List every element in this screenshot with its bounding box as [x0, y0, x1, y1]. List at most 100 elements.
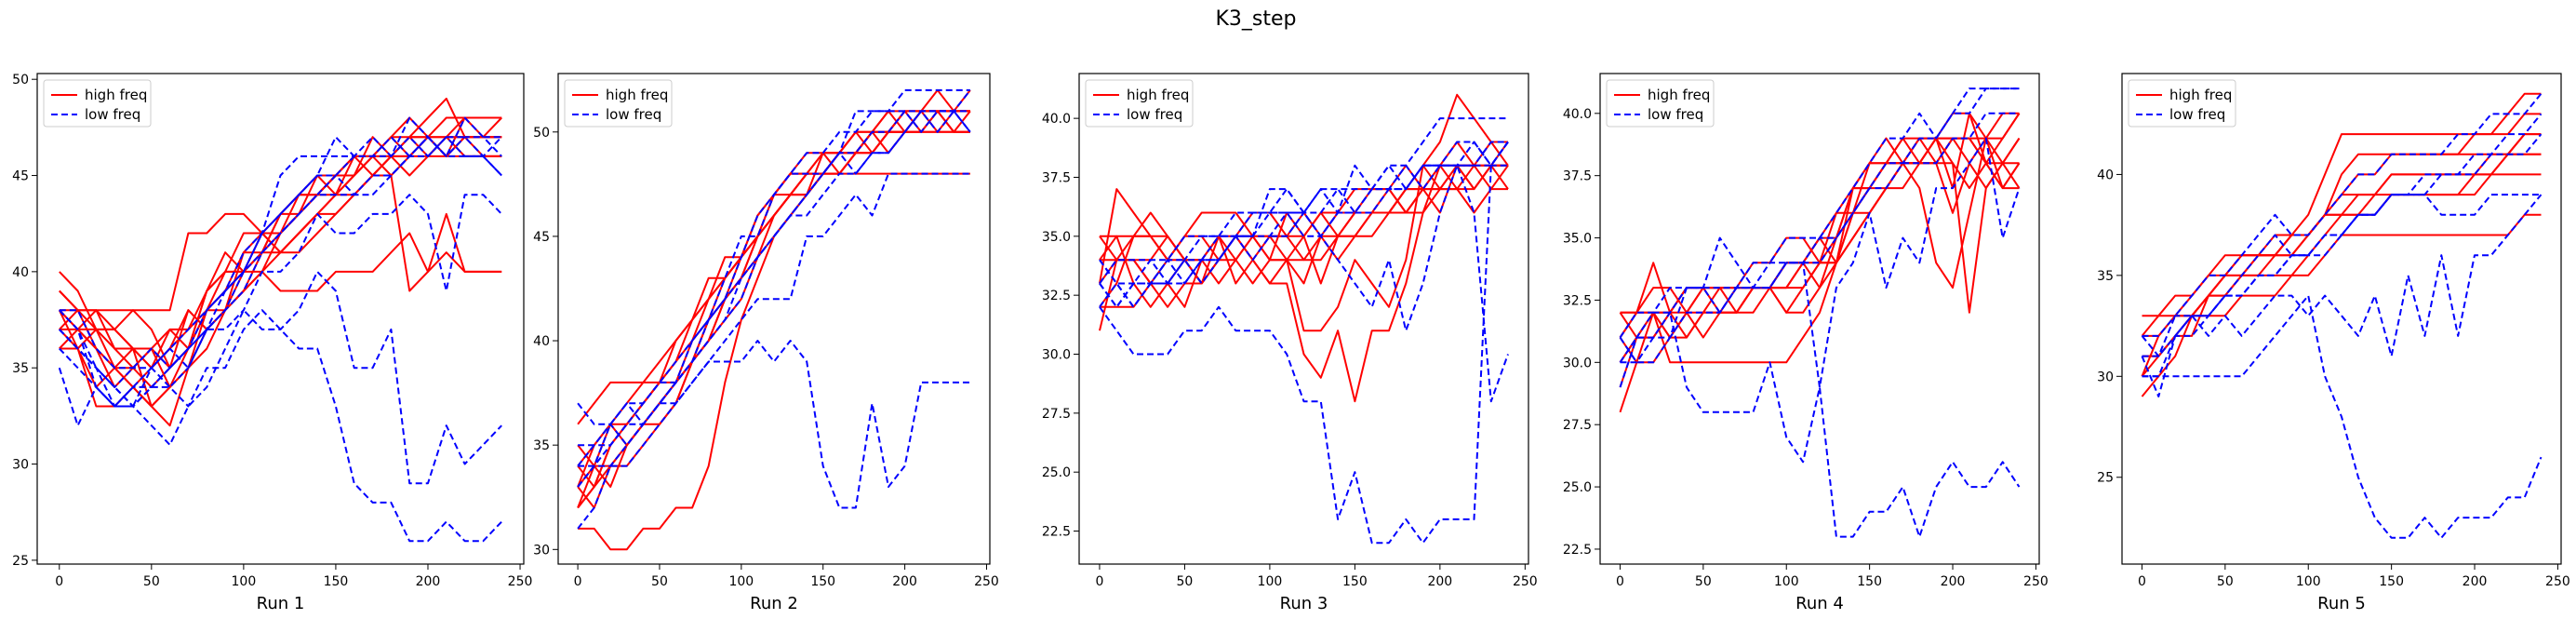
series-group [1619, 87, 2021, 538]
y-tick-label: 25.0 [1563, 480, 1592, 495]
x-tick-label: 250 [1513, 574, 1538, 589]
low-freq-series-line [59, 194, 502, 408]
subplot-run-1: 0 50 100 150 200 250 25 30 35 40 45 50 Run 1 high fre… [12, 73, 532, 613]
y-tick-label: 40 [533, 334, 550, 349]
legend-label: low freq [2169, 106, 2225, 123]
x-tick-label: 100 [2296, 574, 2321, 589]
y-tick-label: 40.0 [1563, 107, 1592, 122]
low-freq-series-line [59, 136, 502, 408]
high-freq-series-line [2142, 133, 2542, 337]
legend-box [1606, 79, 1715, 128]
legend-label: low freq [606, 106, 661, 123]
x-tick-label: 0 [1616, 574, 1624, 589]
legend-label: high freq [2169, 87, 2232, 103]
x-tick-label: 50 [143, 574, 160, 589]
y-tick-label: 25.0 [1042, 465, 1071, 480]
low-freq-series-line [1099, 141, 1509, 545]
x-tick-label: 150 [1342, 574, 1368, 589]
high-freq-series-line [59, 174, 502, 370]
y-tick-label: 30.0 [1042, 348, 1071, 363]
x-tick-label: 150 [2379, 574, 2404, 589]
y-tick-label: 45 [12, 169, 29, 184]
legend: high freq low freq [1606, 79, 1715, 128]
y-tick-label: 35 [533, 438, 550, 453]
axes-frame [36, 73, 525, 565]
legend-label: high freq [85, 87, 147, 103]
legend: high freq low freq [564, 79, 673, 128]
low-freq-series-line [1619, 311, 2021, 538]
low-freq-series-line [59, 309, 502, 543]
x-tick-label: 200 [416, 574, 441, 589]
x-tick-label: 250 [2545, 574, 2570, 589]
series-group [1099, 93, 1509, 545]
x-axis-label: Run 3 [1280, 594, 1328, 613]
low-freq-series-line [2142, 294, 2543, 539]
y-tick-label: 50 [12, 73, 29, 87]
x-tick-label: 250 [508, 574, 533, 589]
low-freq-series-line [1099, 141, 1508, 308]
x-tick-label: 50 [651, 574, 668, 589]
low-freq-series-line [2141, 93, 2543, 357]
y-tick-label: 45 [533, 230, 550, 245]
y-tick-label: 30 [533, 543, 550, 558]
subplot-run-4: 0 50 100 150 200 250 22.5 25.0 27.5 30.0 32.5 35.0 3… [1563, 73, 2049, 613]
y-tick-label: 35 [2097, 269, 2114, 284]
x-tick-label: 200 [1941, 574, 1966, 589]
x-tick-label: 150 [810, 574, 835, 589]
x-tick-label: 200 [2463, 574, 2488, 589]
legend-box [564, 79, 673, 128]
series-group [58, 97, 502, 543]
x-tick-label: 100 [728, 574, 754, 589]
subplot-run-5: 0 50 100 150 200 250 25 30 35 40 Run 5 high freq low… [2097, 73, 2570, 613]
x-tick-label: 100 [232, 574, 257, 589]
legend-box [2128, 79, 2236, 128]
legend-label: high freq [1127, 87, 1189, 103]
y-tick-label: 35 [12, 361, 29, 376]
y-tick-label: 37.5 [1042, 170, 1071, 185]
low-freq-series-line [1619, 87, 2020, 339]
legend-box [1085, 79, 1194, 128]
low-freq-series-line [1620, 112, 2020, 364]
legend: high freq low freq [2128, 79, 2236, 128]
y-tick-label: 35.0 [1563, 232, 1592, 247]
axes-frame [2121, 73, 2562, 565]
y-tick-label: 32.5 [1042, 289, 1071, 303]
subplot-run-2: 0 50 100 150 200 250 30 35 40 45 50 Run 2 high freq l… [533, 73, 999, 613]
y-tick-label: 40 [2097, 168, 2114, 182]
series-group [2141, 92, 2543, 539]
legend-label: high freq [1648, 87, 1710, 103]
x-tick-label: 0 [1095, 574, 1103, 589]
y-tick-label: 27.5 [1563, 418, 1592, 433]
legend-label: low freq [85, 106, 140, 123]
x-tick-label: 50 [2217, 574, 2234, 589]
x-axis-label: Run 2 [750, 594, 798, 613]
legend: high freq low freq [43, 79, 152, 128]
low-freq-series-line [2142, 133, 2543, 337]
axes-frame [1078, 73, 1529, 565]
x-tick-label: 100 [1258, 574, 1283, 589]
y-tick-label: 22.5 [1042, 525, 1071, 540]
x-axis-label: Run 1 [257, 594, 305, 613]
x-tick-label: 50 [1695, 574, 1712, 589]
figure-title: K3_step [1215, 7, 1296, 31]
y-tick-label: 27.5 [1042, 407, 1071, 422]
axes-frame [557, 73, 991, 565]
high-freq-series-line [1100, 164, 1508, 262]
x-tick-label: 250 [2023, 574, 2049, 589]
legend-label: low freq [1648, 106, 1703, 123]
x-tick-label: 150 [324, 574, 349, 589]
y-tick-label: 30.0 [1563, 356, 1592, 370]
x-tick-label: 200 [1427, 574, 1452, 589]
x-tick-label: 50 [1177, 574, 1194, 589]
legend: high freq low freq [1085, 79, 1194, 128]
x-tick-label: 200 [892, 574, 917, 589]
series-group [577, 88, 971, 551]
y-tick-label: 50 [533, 126, 550, 141]
x-axis-label: Run 4 [1795, 594, 1844, 613]
x-tick-label: 0 [574, 574, 582, 589]
legend-label: high freq [606, 87, 668, 103]
y-tick-label: 40.0 [1042, 112, 1071, 127]
subplot-run-3: 0 50 100 150 200 250 22.5 25.0 27.5 30.0 32.5 35.0 3… [1042, 73, 1538, 613]
